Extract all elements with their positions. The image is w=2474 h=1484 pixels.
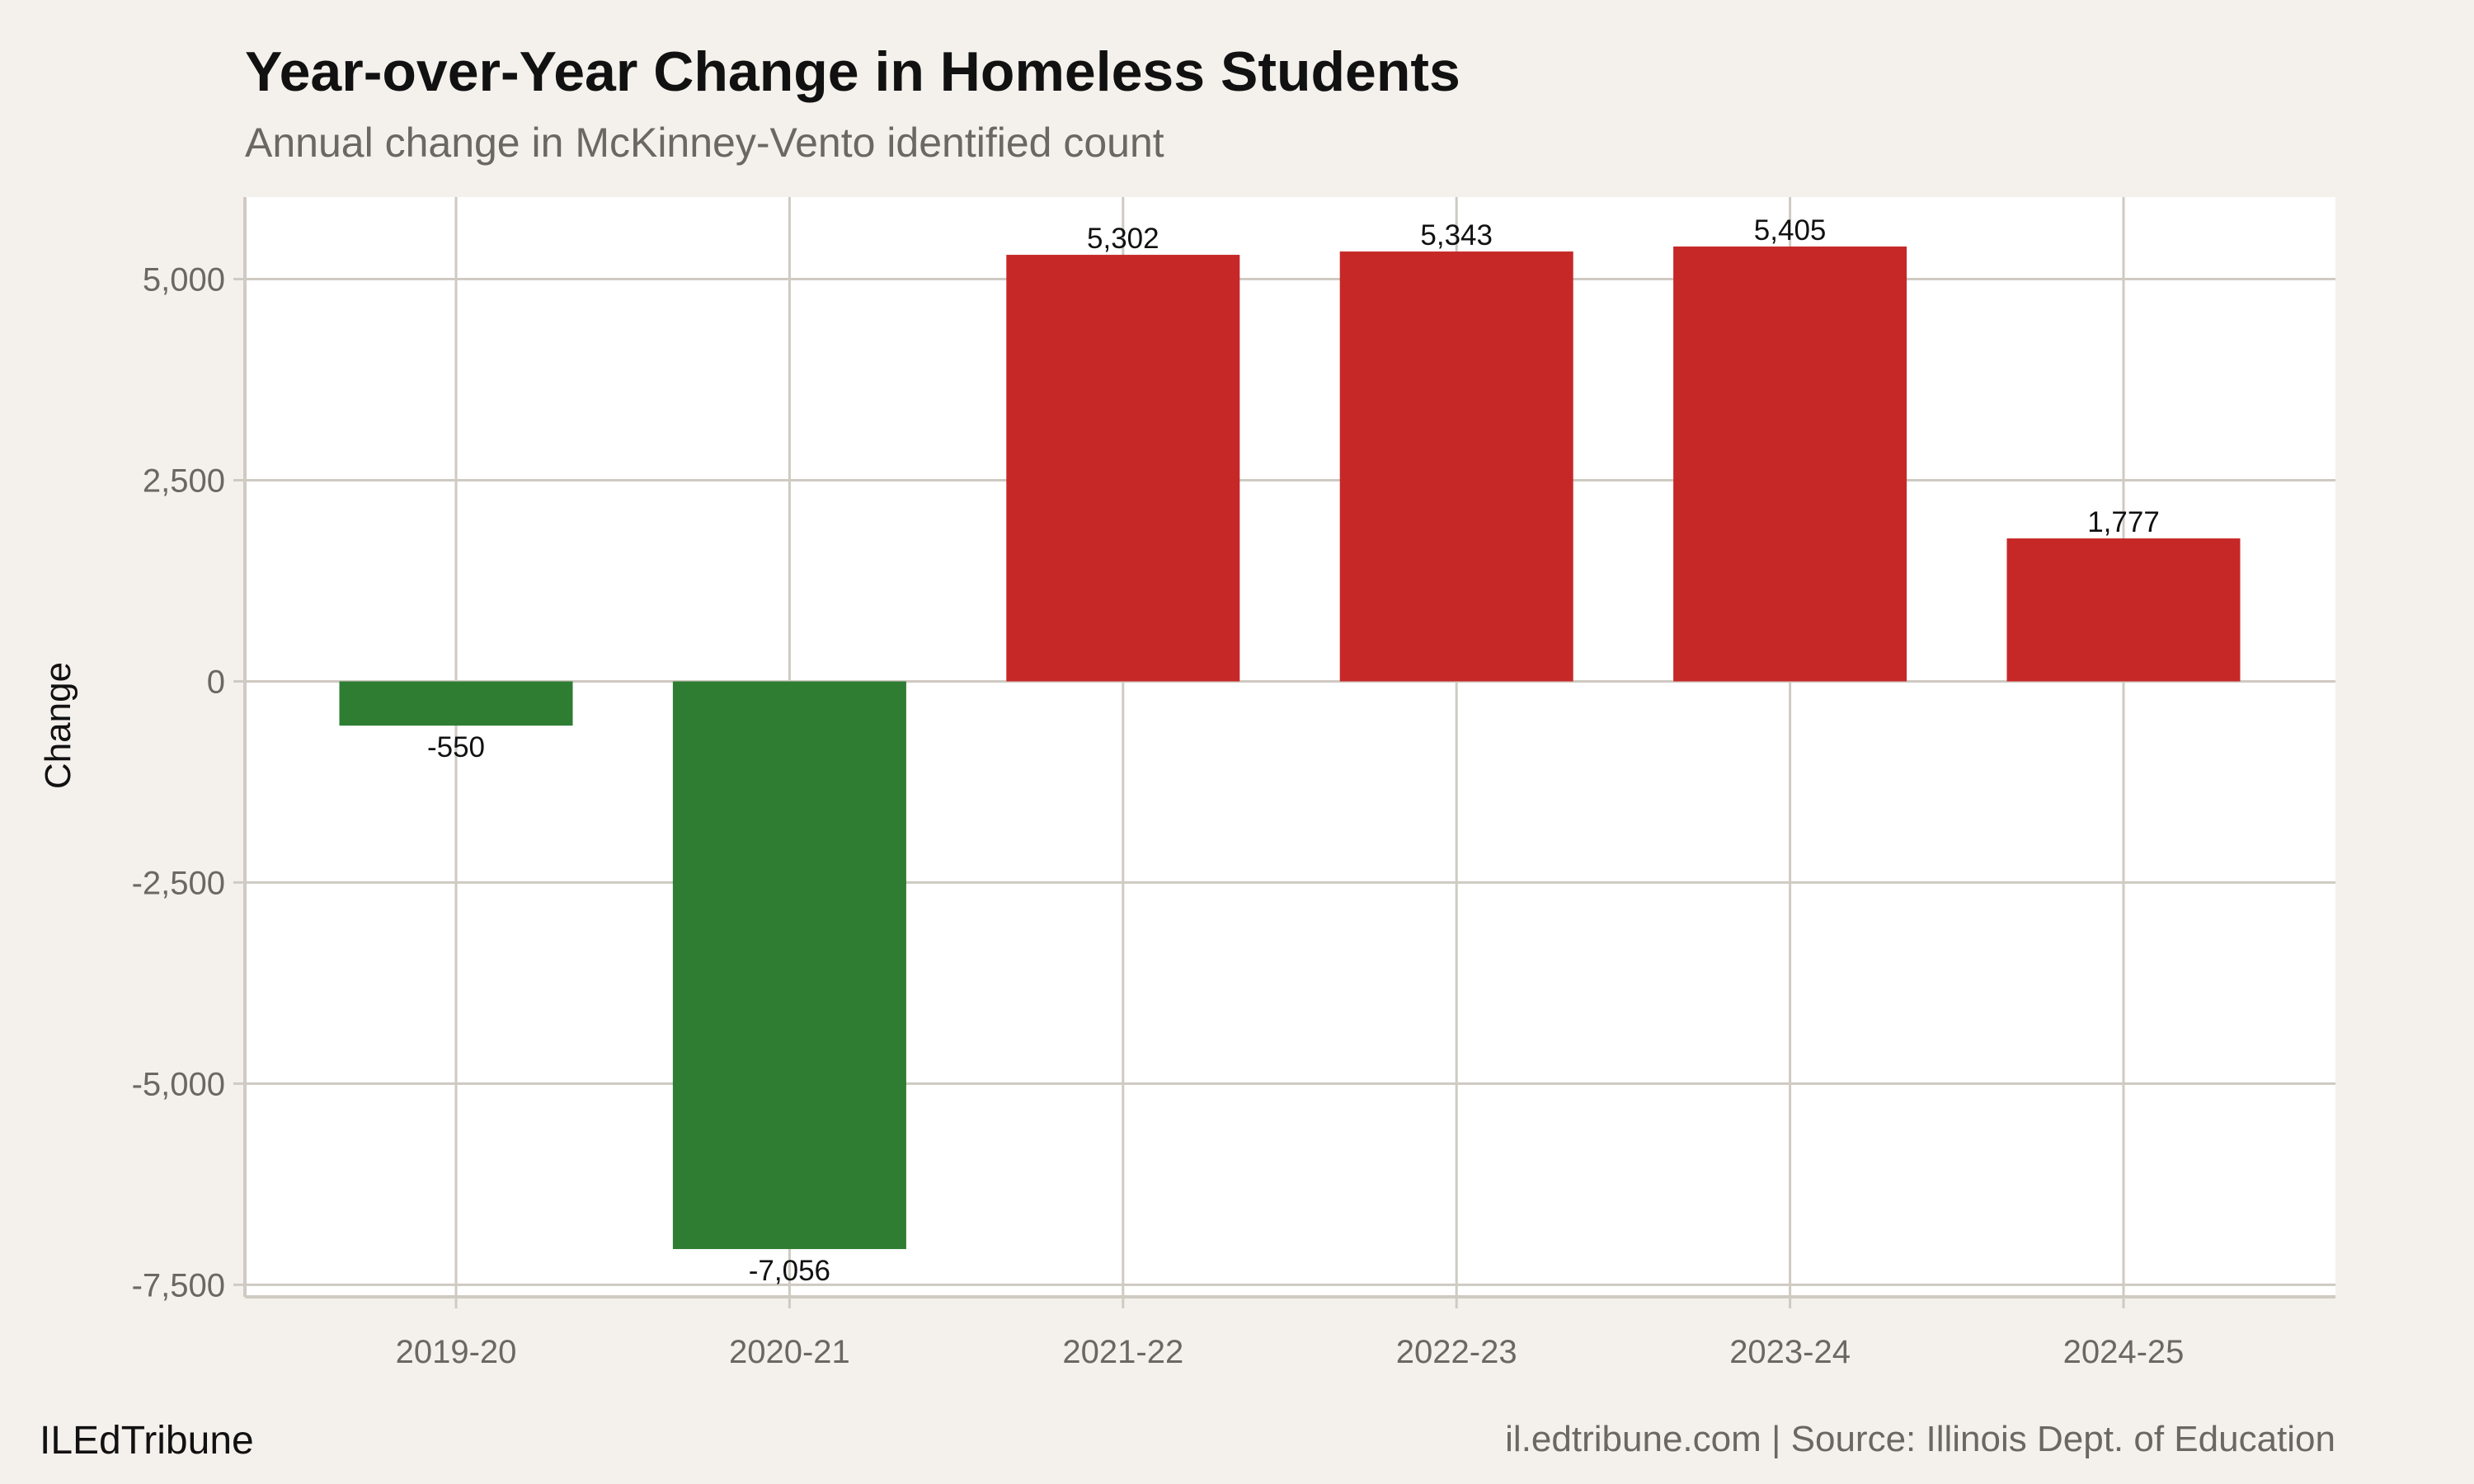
x-tick-label: 2024-25 — [2063, 1334, 2185, 1370]
bars — [339, 247, 2241, 1250]
plot-panel — [245, 197, 2335, 1297]
y-tick-label: 0 — [207, 664, 225, 700]
data-label: -7,056 — [749, 1255, 830, 1287]
x-tick-label: 2022-23 — [1396, 1334, 1517, 1370]
bar-2019-20 — [339, 681, 573, 726]
x-tick-label: 2023-24 — [1729, 1334, 1851, 1370]
data-label: -550 — [427, 731, 485, 763]
bar-2021-22 — [1006, 255, 1240, 682]
bar-labels: -550 -7,056 5,302 5,343 5,405 1,777 — [427, 214, 2160, 1287]
y-tick-label: -2,500 — [132, 865, 225, 901]
data-label: 1,777 — [2087, 506, 2160, 538]
chart-title: Year-over-Year Change in Homeless Studen… — [245, 40, 1460, 103]
chart-subtitle: Annual change in McKinney-Vento identifi… — [245, 120, 1164, 166]
y-tick-label: 2,500 — [143, 463, 225, 500]
axes: -7,500 -5,000 -2,500 0 2,500 5,000 2019-20 2020… — [132, 197, 2335, 1370]
y-tick-label: -7,500 — [132, 1267, 225, 1303]
y-tick-label: -5,000 — [132, 1066, 225, 1102]
source-note: il.edtribune.com | Source: Illinois Dept… — [1505, 1419, 2335, 1459]
bar-2020-21 — [672, 681, 906, 1250]
data-label: 5,302 — [1087, 223, 1159, 255]
bar-2024-25 — [2006, 538, 2241, 682]
x-tick-label: 2019-20 — [396, 1334, 517, 1370]
x-tick-label: 2021-22 — [1062, 1334, 1183, 1370]
y-tick-label: 5,000 — [143, 262, 225, 298]
data-label: 5,343 — [1420, 219, 1493, 251]
bar-2022-23 — [1339, 251, 1573, 682]
data-label: 5,405 — [1754, 214, 1827, 247]
brand-label: ILEdTribune — [40, 1419, 254, 1463]
x-tick-label: 2020-21 — [729, 1334, 850, 1370]
y-axis-label: Change — [38, 662, 78, 789]
bar-2023-24 — [1673, 247, 1907, 682]
